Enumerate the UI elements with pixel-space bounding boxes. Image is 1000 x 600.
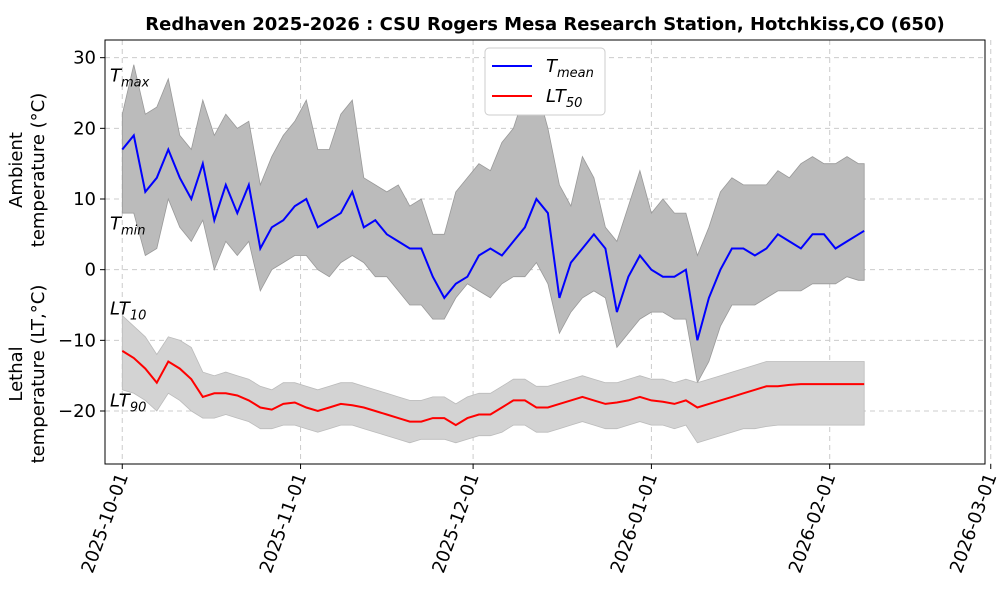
x-axis: 2025-10-01 2025-11-01 2025-12-01 2026-01-01…: [77, 464, 1000, 576]
x-tick-label: 2026-02-01: [785, 471, 841, 576]
band-annotation-label: LT90: [110, 390, 146, 415]
y-axis-label-upper-line1: Ambient: [6, 132, 27, 208]
x-tick-label: 2026-03-01: [946, 471, 1000, 576]
lethal-temperature-range-band: [121, 314, 865, 444]
band-annotation-label: Tmin: [110, 214, 146, 239]
temperature-range-band: [121, 64, 865, 384]
y-tick-label: 10: [73, 189, 96, 210]
legend-label-tmean: Tmean: [546, 56, 594, 81]
band-annotation-label: LT10: [110, 299, 146, 324]
x-tick-label: 2025-12-01: [428, 471, 484, 576]
x-tick-label: 2025-10-01: [77, 471, 133, 576]
band-annotations: Tmax Tmin LT10 LT90: [110, 65, 150, 415]
y-tick-label: −20: [58, 401, 96, 422]
x-tick-label: 2026-01-01: [607, 471, 663, 576]
band-annotation-label: Tmax: [110, 65, 150, 90]
y-axis-label-lower: Lethal temperature (LT,°C): [6, 285, 49, 464]
t-mean-line: [121, 133, 865, 341]
y-tick-label: 0: [85, 260, 96, 281]
chart-title: Redhaven 2025-2026 : CSU Rogers Mesa Res…: [145, 14, 944, 35]
y-axis-label-lower-line1: Lethal: [6, 346, 27, 401]
y-tick-label: 20: [73, 118, 96, 139]
y-axis-label-upper-line2: temperature (°C): [28, 93, 49, 247]
legend-label-lt50: LT50: [546, 86, 582, 111]
y-tick-label: 30: [73, 48, 96, 69]
y-tick-label: −10: [58, 330, 96, 351]
y-axis-label-lower-line2: temperature (LT,°C): [28, 285, 49, 464]
legend: Tmean LT50: [484, 47, 606, 116]
y-axis: −20 −10 0 10 20 30: [58, 48, 105, 422]
legend-box: [484, 47, 606, 116]
plot-area-frame: [104, 39, 986, 465]
lt50-line: [121, 350, 865, 427]
y-axis-label-upper: Ambient temperature (°C): [6, 93, 49, 247]
x-tick-label: 2025-11-01: [256, 471, 312, 576]
